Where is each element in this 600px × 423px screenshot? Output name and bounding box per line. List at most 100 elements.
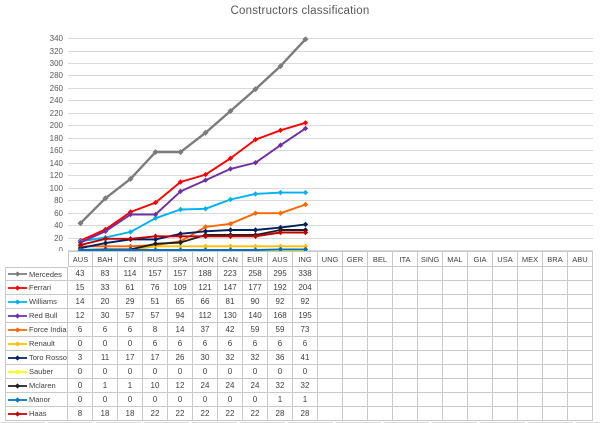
- points-cell-force-india-14: [418, 323, 443, 337]
- marker-force-india: [302, 201, 309, 208]
- points-cell-red-bull-16: [468, 309, 493, 323]
- team-name-label: Mclaren: [29, 381, 56, 390]
- series-line-williams: [79, 191, 307, 243]
- marker-haas: [127, 236, 134, 242]
- points-cell-haas-7: 22: [243, 407, 268, 421]
- points-cell-sauber-7: 0: [243, 365, 268, 379]
- legend-key-marker: [14, 354, 21, 361]
- points-cell-renault-6: 6: [218, 337, 243, 351]
- team-name-label: Haas: [29, 409, 47, 418]
- points-cell-manor-13: [393, 393, 418, 407]
- points-cell-mercedes-15: [443, 267, 468, 281]
- series-line-ferrari: [79, 121, 307, 242]
- constructors-line-chart: 0 20 40 60 80 100 120 140 160 180 200 220 240 260 280 3…: [50, 34, 593, 251]
- points-cell-mclaren-13: [393, 379, 418, 393]
- legend-key-icon-mercedes: [8, 271, 27, 277]
- chart-data-table: AUS BAH CIN RUS SPA MON CAN EUR AUS ING UNG GER BEL I…: [5, 251, 593, 421]
- marker-manor: [152, 247, 159, 251]
- marker-toro-rosso: [227, 227, 234, 233]
- marker-ferrari: [152, 199, 159, 206]
- points-cell-haas-18: [518, 407, 543, 421]
- marker-toro-rosso: [302, 221, 309, 228]
- points-cell-mercedes-11: [343, 267, 368, 281]
- y-axis-tick-label: 160: [50, 146, 64, 155]
- points-cell-williams-12: [368, 295, 393, 309]
- team-name-label: Red Bull: [29, 311, 58, 320]
- y-axis-tick-label: 200: [50, 121, 64, 130]
- race-header-13: ITA: [393, 251, 418, 267]
- marker-force-india: [277, 210, 284, 216]
- points-cell-manor-5: 0: [193, 393, 218, 407]
- points-cell-williams-14: [418, 295, 443, 309]
- points-cell-force-india-1: 6: [93, 323, 118, 337]
- legend-column-header: [5, 251, 68, 267]
- marker-mercedes: [127, 175, 134, 182]
- legend-item-ferrari: Ferrari: [5, 281, 68, 295]
- points-cell-mclaren-12: [368, 379, 393, 393]
- legend-key-icon-williams: [8, 298, 27, 305]
- marker-manor: [77, 247, 84, 251]
- points-cell-renault-14: [418, 337, 443, 351]
- points-cell-renault-11: [343, 337, 368, 351]
- points-cell-haas-11: [343, 407, 368, 421]
- legend-item-sauber: Sauber: [5, 365, 68, 379]
- points-cell-force-india-6: 42: [218, 323, 243, 337]
- points-cell-williams-11: [343, 295, 368, 309]
- points-cell-williams-19: [543, 295, 568, 309]
- legend-item-renault: Renault: [5, 337, 68, 351]
- points-cell-manor-2: 0: [118, 393, 143, 407]
- legend-item-force-india: Force India: [5, 323, 68, 337]
- y-axis-tick-label: 320: [50, 47, 64, 56]
- points-cell-renault-8: 6: [268, 337, 293, 351]
- y-axis-tick-label: 100: [50, 184, 64, 193]
- marker-manor: [102, 247, 109, 251]
- team-name-label: Mercedes: [29, 269, 62, 279]
- points-cell-force-india-15: [443, 323, 468, 337]
- points-cell-williams-8: 92: [268, 295, 293, 309]
- marker-ferrari: [302, 120, 309, 126]
- points-cell-haas-6: 22: [218, 407, 243, 421]
- points-cell-toro-rosso-10: [318, 351, 343, 365]
- team-name-label: Williams: [29, 297, 57, 306]
- points-cell-red-bull-6: 130: [218, 309, 243, 323]
- points-cell-force-india-16: [468, 323, 493, 337]
- marker-mercedes: [227, 108, 234, 114]
- race-header-10: UNG: [318, 251, 343, 267]
- points-cell-sauber-11: [343, 365, 368, 379]
- points-cell-williams-5: 66: [193, 295, 218, 309]
- points-cell-toro-rosso-8: 36: [268, 351, 293, 365]
- points-cell-williams-2: 29: [118, 295, 143, 309]
- points-cell-williams-7: 90: [243, 295, 268, 309]
- points-cell-red-bull-9: 195: [293, 309, 318, 323]
- points-cell-mercedes-5: 188: [193, 267, 218, 281]
- legend-key-marker: [14, 284, 21, 291]
- points-cell-sauber-5: 0: [193, 365, 218, 379]
- points-cell-mercedes-12: [368, 267, 393, 281]
- marker-mercedes: [152, 149, 159, 156]
- chart-title: Constructors classification: [230, 5, 370, 17]
- points-cell-mclaren-20: [568, 379, 593, 393]
- points-cell-ferrari-17: [493, 281, 518, 295]
- points-cell-mclaren-5: 24: [193, 379, 218, 393]
- points-cell-renault-16: [468, 337, 493, 351]
- points-cell-toro-rosso-12: [368, 351, 393, 365]
- points-cell-mercedes-7: 258: [243, 267, 268, 281]
- team-name-label: Force India: [29, 325, 67, 334]
- points-cell-toro-rosso-13: [393, 351, 418, 365]
- points-cell-renault-18: [518, 337, 543, 351]
- points-cell-haas-13: [393, 407, 418, 421]
- points-cell-mclaren-4: 12: [168, 379, 193, 393]
- points-cell-red-bull-14: [418, 309, 443, 323]
- points-cell-haas-20: [568, 407, 593, 421]
- points-cell-manor-19: [543, 393, 568, 407]
- points-cell-force-india-9: 73: [293, 323, 318, 337]
- series-line-haas: [79, 231, 307, 246]
- marker-mercedes: [202, 129, 209, 136]
- points-cell-sauber-2: 0: [118, 365, 143, 379]
- marker-haas: [202, 233, 209, 239]
- points-cell-ferrari-6: 147: [218, 281, 243, 295]
- points-cell-mclaren-6: 24: [218, 379, 243, 393]
- points-cell-red-bull-4: 94: [168, 309, 193, 323]
- marker-haas: [152, 233, 159, 239]
- points-cell-ferrari-20: [568, 281, 593, 295]
